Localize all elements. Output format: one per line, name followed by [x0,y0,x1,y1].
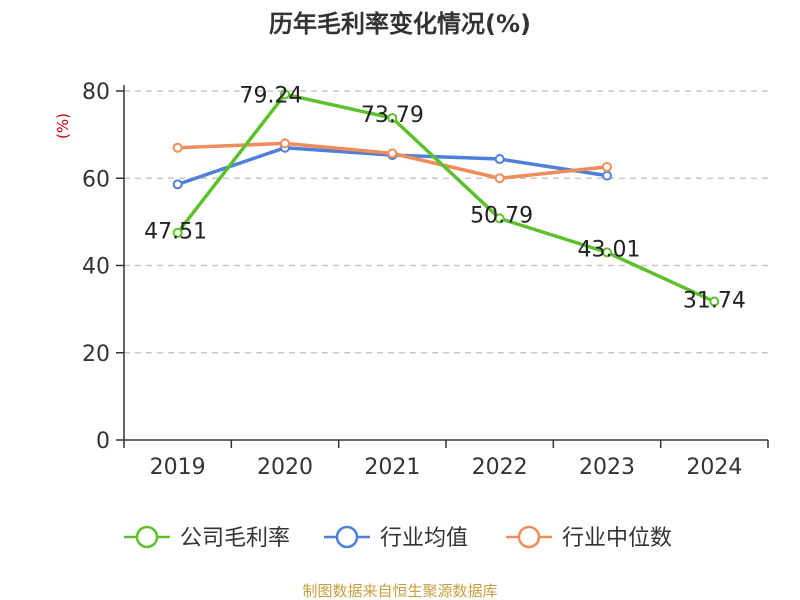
data-point [387,148,398,159]
legend-marker [135,525,159,549]
x-tick-label: 2019 [150,455,206,480]
series-line [176,92,716,304]
y-tick-label: 60 [82,167,110,192]
legend-label: 公司毛利率 [180,526,290,551]
y-tick-label: 40 [82,255,110,280]
y-tick-label: 0 [96,429,110,454]
data-point [709,296,720,307]
data-point [172,227,183,238]
data-point [494,213,505,224]
source-note: 制图数据来自恒生聚源数据库 [302,582,497,600]
legend-label: 行业均值 [380,526,468,551]
grid [124,90,768,354]
data-point [387,113,398,124]
legend-marker [517,525,541,549]
x-tick-label: 2020 [257,455,313,480]
data-label: 31.74 [683,289,746,314]
data-point [602,247,612,258]
series [172,89,720,307]
y-tick-label: 80 [82,80,110,105]
data-label: 79.24 [240,83,303,108]
data-labels: 47.51 79.24 73.79 50.79 43.01 31.74 [144,83,746,313]
y-axis-label: (%) [54,113,72,139]
x-tick-label: 2021 [364,455,420,480]
data-point [280,138,290,149]
data-point [172,179,183,190]
x-tick-label: 2022 [472,455,528,480]
axes: 0 20 40 60 80 2019 2020 2021 2022 2023 2024 [82,80,769,480]
data-point [494,154,505,165]
data-label: 50.79 [470,203,533,228]
legend: 公司毛利率 行业均值 行业中位数 [124,525,672,551]
y-tick-label: 20 [82,342,110,367]
data-point [602,161,612,172]
data-point [172,142,183,153]
data-point [280,89,290,100]
data-label: 73.79 [361,103,424,128]
legend-label: 行业中位数 [562,526,672,551]
data-label: 43.01 [578,237,641,262]
data-label: 47.51 [144,220,207,245]
x-tick-label: 2023 [579,455,635,480]
legend-marker [335,525,359,549]
chart-title: 历年毛利率变化情况(%) [269,10,531,38]
data-point [602,170,612,181]
data-point [494,173,505,184]
x-tick-label: 2024 [686,455,742,480]
